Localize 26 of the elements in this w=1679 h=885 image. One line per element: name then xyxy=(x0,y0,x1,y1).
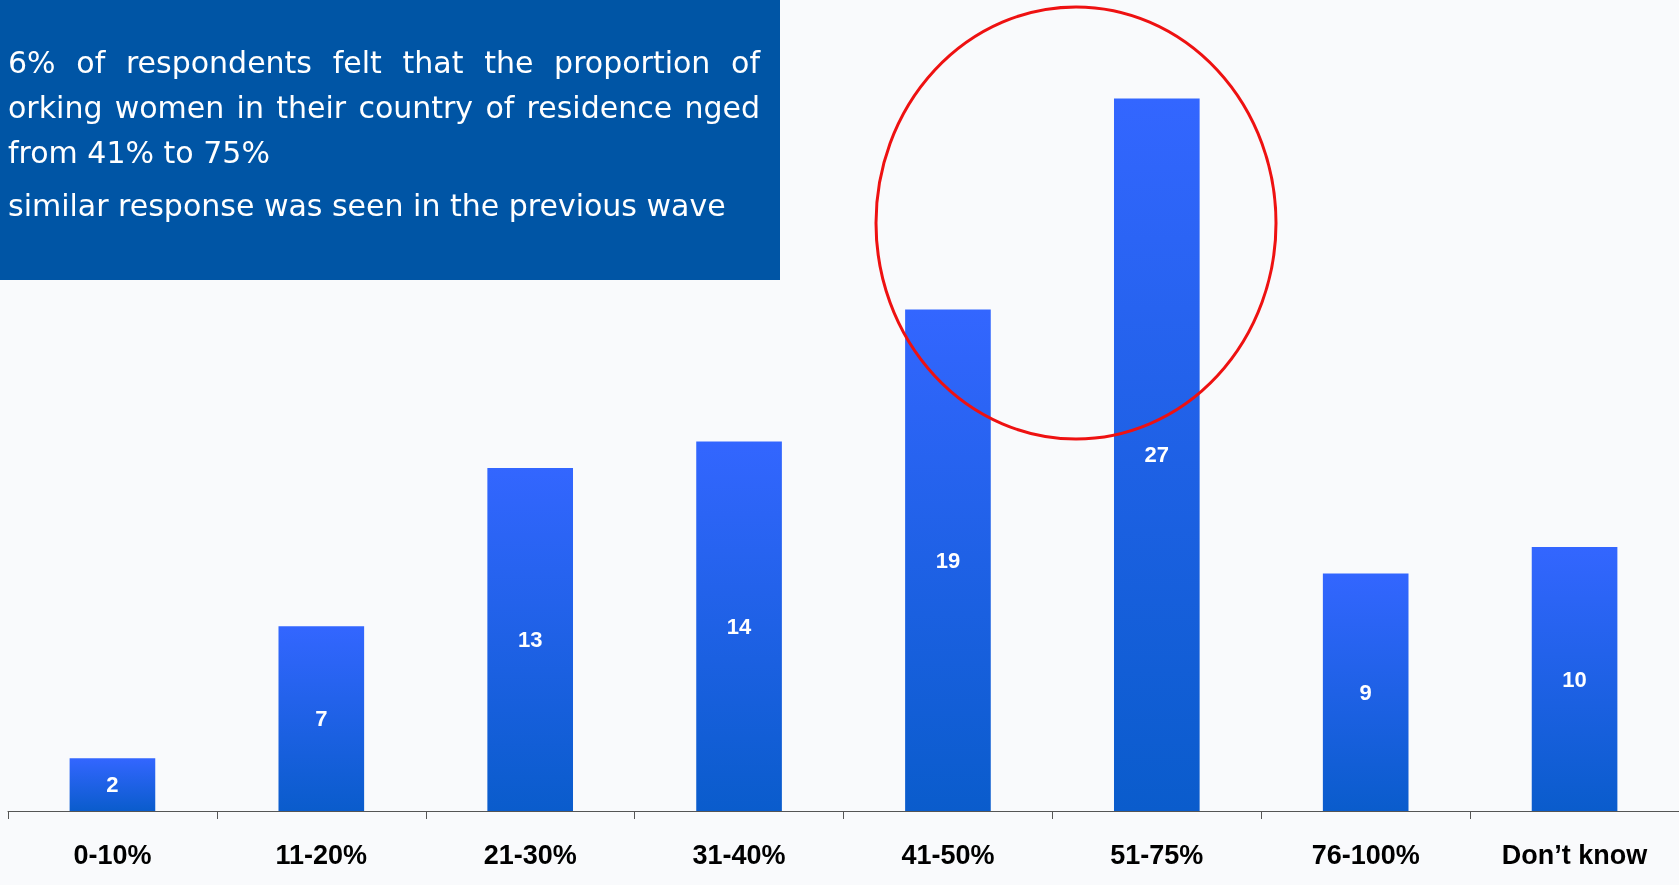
x-tick-label: 11-20% xyxy=(275,839,368,870)
x-tick-label: 0-10% xyxy=(73,839,152,870)
data-label: 14 xyxy=(726,613,753,639)
bar xyxy=(69,758,156,811)
x-tick-label: 76-100% xyxy=(1311,839,1420,870)
bar xyxy=(696,441,782,811)
data-label: 2 xyxy=(106,772,119,798)
x-tick-label: 21-30% xyxy=(483,839,577,870)
x-tick-label: 41-50% xyxy=(901,839,995,870)
x-tick-label: 31-40% xyxy=(692,839,786,870)
text-box: 6% of respondents felt that the proportion of orking women in their country of residence nged from 41% to 75% similar response was seen in the previous wave xyxy=(0,0,780,280)
annotation: similar response was seen in the previous wave xyxy=(8,187,727,225)
data-label: 7 xyxy=(315,706,328,732)
data-label: 13 xyxy=(517,626,543,652)
bar xyxy=(905,309,991,811)
bar xyxy=(1322,573,1409,811)
data-label: 19 xyxy=(935,547,961,573)
data-label: 9 xyxy=(1359,679,1372,705)
x-tick-label: Don’t know xyxy=(1501,839,1649,870)
bar xyxy=(1113,98,1200,811)
x-tick-label: 51-75% xyxy=(1110,839,1204,870)
data-label: 27 xyxy=(1144,442,1170,468)
data-label: 10 xyxy=(1562,666,1587,692)
bar xyxy=(1531,547,1618,811)
bar xyxy=(487,467,574,811)
bar xyxy=(278,626,365,811)
